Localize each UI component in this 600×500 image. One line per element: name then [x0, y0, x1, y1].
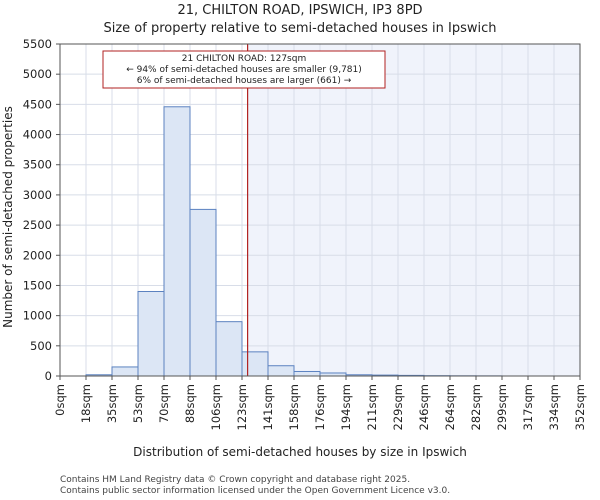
- bar-70sqm: [163, 106, 191, 377]
- x-axis-ticks: 0sqm 18sqm 35sqm 53sqm 70sqm 88sqm 106sqm 123sq…: [53, 376, 587, 430]
- x-tick-label: 229sqm: [391, 384, 405, 430]
- x-tick-label: 106sqm: [209, 384, 223, 430]
- annotation-line3: 6% of semi-detached houses are larger (6…: [137, 76, 352, 86]
- footer-line2: Contains public sector information licen…: [60, 486, 450, 496]
- y-axis-ticks: 0 500 1000 1500 2000 2500 3000 3500 4000 4500 5000…: [23, 37, 60, 383]
- x-tick-label: 0sqm: [53, 384, 67, 416]
- y-tick-label: 4000: [23, 128, 52, 142]
- y-tick-label: 4500: [23, 97, 52, 111]
- x-tick-label: 158sqm: [287, 384, 301, 430]
- annotation-line2: ← 94% of semi-detached houses are smalle…: [126, 65, 362, 75]
- bar-53sqm: [137, 290, 165, 377]
- x-tick-label: 194sqm: [339, 384, 353, 430]
- bar-158sqm: [293, 370, 321, 377]
- y-tick-label: 3000: [23, 188, 52, 202]
- x-tick-label: 141sqm: [261, 384, 275, 430]
- x-tick-label: 35sqm: [105, 384, 119, 423]
- x-tick-label: 264sqm: [443, 384, 457, 430]
- x-tick-label: 88sqm: [183, 384, 197, 423]
- chart-title-line1: 21, CHILTON ROAD, IPSWICH, IP3 8PD: [177, 3, 422, 18]
- x-tick-label: 176sqm: [313, 384, 327, 430]
- y-axis-label: Number of semi-detached properties: [1, 106, 15, 328]
- annotation-line1: 21 CHILTON ROAD: 127sqm: [182, 54, 306, 64]
- y-tick-label: 1500: [23, 278, 52, 292]
- x-tick-label: 70sqm: [157, 384, 171, 423]
- chart-title-line2: Size of property relative to semi-detach…: [103, 21, 496, 36]
- bar-35sqm: [111, 366, 139, 377]
- x-tick-label: 299sqm: [495, 384, 509, 430]
- x-tick-label: 18sqm: [79, 384, 93, 423]
- y-tick-label: 2500: [23, 218, 52, 232]
- x-tick-label: 211sqm: [365, 384, 379, 430]
- bar-123sqm: [241, 351, 269, 377]
- plot-area: [59, 43, 581, 377]
- y-tick-label: 5500: [23, 37, 52, 51]
- bar-141sqm: [267, 365, 295, 377]
- x-tick-label: 317sqm: [521, 384, 535, 430]
- x-tick-label: 53sqm: [131, 384, 145, 423]
- bar-106sqm: [215, 321, 243, 377]
- bars: [85, 106, 503, 377]
- y-tick-label: 2000: [23, 248, 52, 262]
- annotation-box: 21 CHILTON ROAD: 127sqm ← 94% of semi-de…: [102, 50, 386, 89]
- y-tick-label: 1000: [23, 309, 52, 323]
- x-tick-label: 352sqm: [573, 384, 587, 430]
- y-tick-label: 0: [45, 369, 52, 383]
- y-tick-label: 5000: [23, 67, 52, 81]
- x-tick-label: 282sqm: [469, 384, 483, 430]
- x-tick-label: 246sqm: [417, 384, 431, 430]
- larger-region-highlight: [247, 44, 580, 376]
- y-tick-label: 500: [30, 339, 52, 353]
- y-tick-label: 3500: [23, 158, 52, 172]
- bar-88sqm: [189, 208, 217, 377]
- annotation-border: [102, 50, 386, 89]
- x-axis-label: Distribution of semi-detached houses by …: [133, 445, 467, 459]
- footer-line1: Contains HM Land Registry data © Crown c…: [60, 475, 410, 485]
- x-tick-label: 123sqm: [235, 384, 249, 430]
- x-tick-label: 334sqm: [547, 384, 561, 430]
